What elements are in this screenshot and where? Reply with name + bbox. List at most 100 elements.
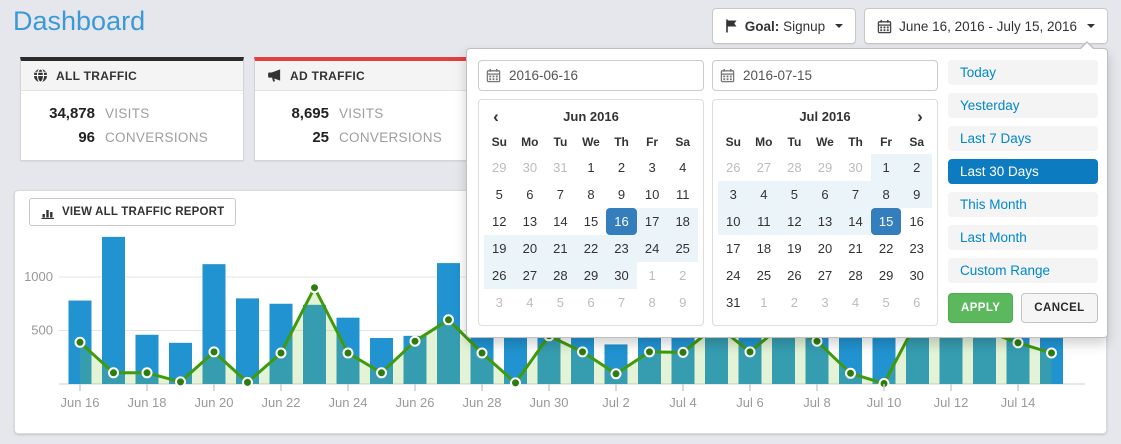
calendar-day[interactable]: 22	[878, 241, 894, 256]
calendar-day[interactable]: 25	[667, 235, 698, 262]
range-option-yesterday[interactable]: Yesterday	[948, 93, 1098, 118]
calendar-day[interactable]: 14	[553, 214, 568, 229]
calendar-day[interactable]: 6	[809, 181, 841, 208]
calendar-day[interactable]: 30	[909, 268, 924, 283]
calendar-day[interactable]: 30	[522, 160, 538, 175]
calendar-day[interactable]: 27	[817, 268, 833, 283]
calendar-day[interactable]: 7	[617, 295, 626, 310]
calendar-prev-button[interactable]: ‹	[493, 107, 499, 126]
calendar-day[interactable]: 20	[817, 241, 833, 256]
view-all-traffic-report-button[interactable]: VIEW ALL TRAFFIC REPORT	[29, 198, 237, 226]
calendar-day[interactable]: 9	[617, 187, 626, 202]
calendar-next-button[interactable]: ›	[917, 107, 923, 126]
calendar-day-selected[interactable]: 15	[870, 208, 902, 235]
calendar-day[interactable]: 2	[790, 295, 799, 310]
start-date-input[interactable]	[478, 60, 704, 91]
calendar-day[interactable]: 1	[760, 295, 768, 310]
calendar-day[interactable]: 19	[484, 235, 515, 262]
range-option-last-month[interactable]: Last Month	[948, 225, 1098, 250]
calendar-day[interactable]: 7	[840, 181, 871, 208]
range-option-this-month[interactable]: This Month	[948, 192, 1098, 217]
calendar-day[interactable]: 23	[909, 241, 924, 256]
calendar-day[interactable]: 8	[870, 181, 902, 208]
calendar-day[interactable]: 24	[726, 268, 741, 283]
calendar-day[interactable]: 3	[495, 295, 503, 310]
calendar-day[interactable]: 10	[644, 187, 660, 202]
calendar-day[interactable]: 26	[726, 160, 741, 175]
calendar-day-selected[interactable]: 16	[606, 208, 637, 235]
calendar-day[interactable]: 23	[606, 235, 637, 262]
calendar-day[interactable]: 9	[901, 181, 932, 208]
calendar-day[interactable]: 19	[787, 241, 802, 256]
calendar-day[interactable]: 28	[545, 262, 576, 289]
apply-button[interactable]: APPLY	[948, 293, 1014, 323]
calendar-day[interactable]: 6	[913, 295, 921, 310]
calendar-day[interactable]: 13	[809, 208, 841, 235]
range-option-last-30-days[interactable]: Last 30 Days	[948, 159, 1098, 184]
range-option-custom-range[interactable]: Custom Range	[948, 258, 1098, 283]
calendar-day[interactable]: 27	[514, 262, 546, 289]
calendar-day[interactable]: 28	[848, 268, 863, 283]
calendar-day[interactable]: 18	[667, 208, 698, 235]
calendar-day[interactable]: 7	[556, 187, 565, 202]
calendar-day[interactable]: 21	[848, 241, 863, 256]
calendar-day[interactable]: 14	[840, 208, 871, 235]
calendar-day[interactable]: 4	[679, 160, 687, 175]
calendar-day[interactable]: 25	[756, 268, 772, 283]
cancel-button[interactable]: CANCEL	[1021, 293, 1098, 323]
calendar-day[interactable]: 20	[514, 235, 546, 262]
calendar-day[interactable]: 12	[492, 214, 507, 229]
calendar-day[interactable]: 29	[492, 160, 507, 175]
calendar-day[interactable]: 8	[648, 295, 656, 310]
calendar-day[interactable]: 10	[718, 208, 749, 235]
calendar-day[interactable]: 2	[617, 160, 626, 175]
calendar-day[interactable]: 21	[545, 235, 576, 262]
calendar-day[interactable]: 3	[648, 160, 656, 175]
calendar-day[interactable]: 5	[495, 187, 503, 202]
calendar-day[interactable]: 5	[882, 295, 890, 310]
date-range-button[interactable]: June 16, 2016 - July 15, 2016	[864, 8, 1108, 44]
calendar-day[interactable]: 30	[848, 160, 863, 175]
calendar-day[interactable]: 12	[779, 208, 810, 235]
calendar-day[interactable]: 27	[756, 160, 772, 175]
calendar-day[interactable]: 15	[583, 214, 599, 229]
calendar-day[interactable]: 29	[575, 262, 607, 289]
calendar-day[interactable]: 2	[679, 268, 687, 283]
calendar-day[interactable]: 29	[878, 268, 894, 283]
calendar-day[interactable]: 2	[901, 154, 932, 181]
calendar-day[interactable]: 8	[587, 187, 595, 202]
calendar-day[interactable]: 5	[556, 295, 565, 310]
calendar-day[interactable]: 1	[648, 268, 656, 283]
calendar-day[interactable]: 29	[817, 160, 833, 175]
calendar-day[interactable]: 4	[526, 295, 534, 310]
calendar-day[interactable]: 28	[787, 160, 802, 175]
calendar-day[interactable]: 17	[636, 208, 668, 235]
calendar-day[interactable]: 3	[718, 181, 749, 208]
range-option-today[interactable]: Today	[948, 60, 1098, 85]
calendar-day[interactable]: 11	[748, 208, 780, 235]
calendar-day[interactable]: 22	[575, 235, 607, 262]
calendar-day[interactable]: 17	[726, 241, 741, 256]
calendar-day[interactable]: 11	[675, 187, 690, 202]
calendar-day[interactable]: 18	[756, 241, 772, 256]
calendar-day[interactable]: 30	[606, 262, 637, 289]
calendar-day[interactable]: 13	[522, 214, 538, 229]
calendar-day[interactable]: 16	[909, 214, 924, 229]
end-date-input[interactable]	[712, 60, 938, 91]
range-option-last-7-days[interactable]: Last 7 Days	[948, 126, 1098, 151]
calendar-day[interactable]: 9	[679, 295, 687, 310]
calendar-day[interactable]: 31	[553, 160, 568, 175]
calendar-day[interactable]: 26	[787, 268, 802, 283]
calendar-day[interactable]: 31	[726, 295, 741, 310]
calendar-day[interactable]: 24	[636, 235, 668, 262]
calendar-day[interactable]: 1	[870, 154, 902, 181]
calendar-day[interactable]: 1	[587, 160, 595, 175]
calendar-day[interactable]: 6	[526, 187, 534, 202]
calendar-day[interactable]: 4	[851, 295, 860, 310]
calendar-day[interactable]: 4	[748, 181, 780, 208]
goal-selector-button[interactable]: Goal: Signup	[711, 8, 857, 44]
calendar-day[interactable]: 3	[821, 295, 829, 310]
calendar-day[interactable]: 5	[779, 181, 810, 208]
calendar-day[interactable]: 26	[484, 262, 515, 289]
calendar-day[interactable]: 6	[587, 295, 595, 310]
